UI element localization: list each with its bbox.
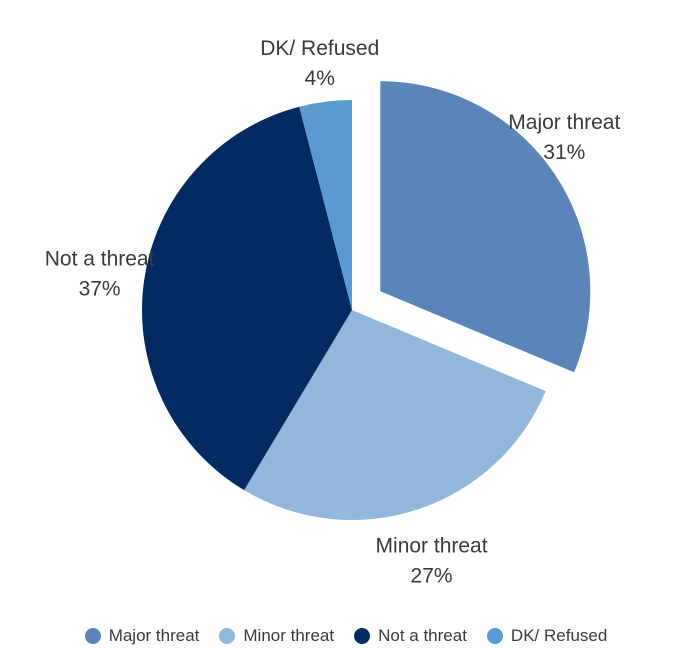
pie-slice-minor-threat [244, 310, 546, 520]
pie-chart: Major threat 31% Minor threat 27% Not a thre… [45, 37, 621, 587]
pie-slice-not-a-threat [142, 106, 352, 491]
slice-percent-major-threat: 31% [543, 141, 585, 164]
legend-label-not-a-threat: Not a threat [378, 626, 467, 645]
slice-label-dk-refused: DK/ Refused 4% [260, 37, 379, 90]
legend-swatch-minor-threat [219, 628, 236, 644]
slice-percent-minor-threat: 27% [411, 564, 453, 587]
legend-swatch-not-a-threat [354, 628, 371, 644]
pie-slice-dk-refused [299, 100, 352, 310]
legend-label-minor-threat: Minor threat [243, 626, 335, 645]
slice-label-major-threat: Major threat 31% [508, 111, 620, 164]
legend-swatch-dk-refused [486, 628, 503, 644]
legend-item-major-threat: Major threat [84, 626, 200, 646]
legend-item-not-a-threat: Not a threat [354, 626, 467, 646]
legend-label-major-threat: Major threat [108, 626, 200, 645]
slice-name-minor-threat: Minor threat [376, 534, 488, 557]
slice-label-minor-threat: Minor threat 27% [376, 534, 488, 587]
legend-label-dk-refused: DK/ Refused [510, 626, 608, 645]
slice-percent-dk-refused: 4% [305, 67, 335, 90]
legend-swatch-major-threat [84, 628, 101, 644]
slice-label-not-a-threat: Not a threat 37% [45, 248, 155, 301]
chart-legend: Major threat Minor threat Not a threat D… [0, 624, 692, 648]
legend-item-dk-refused: DK/ Refused [486, 626, 608, 646]
slice-name-dk-refused: DK/ Refused [260, 37, 379, 60]
pie-slice-major-threat [380, 81, 591, 373]
slice-name-major-threat: Major threat [508, 111, 620, 134]
slice-name-not-a-threat: Not a threat [45, 248, 155, 271]
legend-item-minor-threat: Minor threat [219, 626, 334, 646]
slice-percent-not-a-threat: 37% [79, 278, 121, 301]
